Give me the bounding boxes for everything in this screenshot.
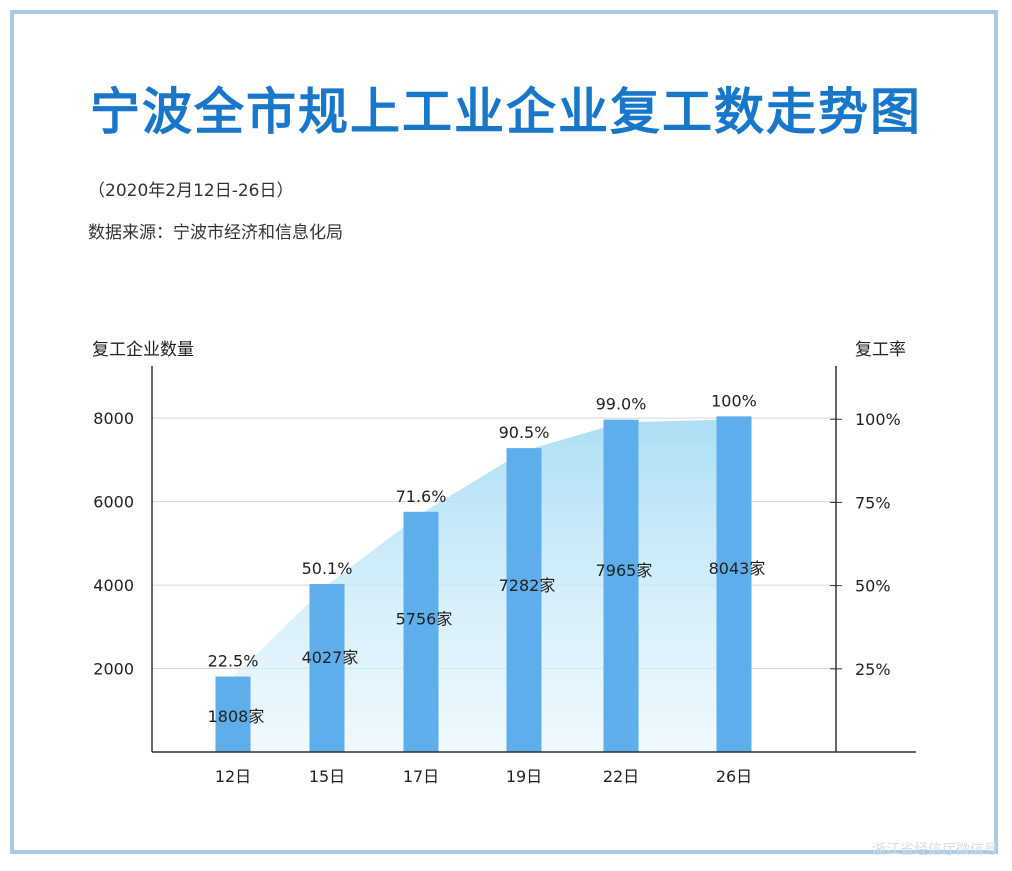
x-tick-label: 22日 xyxy=(603,767,639,786)
bar-22日 xyxy=(603,419,639,752)
bar-15日 xyxy=(309,583,345,752)
rate-label: 100% xyxy=(711,391,757,410)
bar-17日 xyxy=(403,511,439,752)
rate-label: 50.1% xyxy=(302,559,353,578)
rate-label: 71.6% xyxy=(396,487,447,506)
right-tick-label: 100% xyxy=(855,410,901,429)
x-tick-label: 15日 xyxy=(309,767,345,786)
left-axis-title: 复工企业数量 xyxy=(92,340,194,360)
right-tick-label: 25% xyxy=(855,660,891,679)
count-label: 5756家 xyxy=(396,610,453,629)
right-axis-title: 复工率 xyxy=(855,340,906,360)
completion-rate-area xyxy=(233,419,734,752)
rate-label: 99.0% xyxy=(596,395,647,414)
right-tick-label: 75% xyxy=(855,493,891,512)
left-tick-label: 8000 xyxy=(93,409,134,428)
watermark: 浙江省经信厅微信号 xyxy=(872,842,998,858)
count-label: 7282家 xyxy=(499,576,556,595)
date-range: （2020年2月12日-26日） xyxy=(88,181,294,201)
data-source: 数据来源：宁波市经济和信息化局 xyxy=(88,223,343,243)
left-tick-label: 2000 xyxy=(93,660,134,679)
bar-19日 xyxy=(506,448,542,752)
bar-26日 xyxy=(716,416,752,752)
right-tick-label: 50% xyxy=(855,577,891,596)
rate-label: 22.5% xyxy=(208,652,259,671)
x-tick-label: 26日 xyxy=(716,767,752,786)
count-label: 7965家 xyxy=(596,561,653,580)
rate-label: 90.5% xyxy=(499,423,550,442)
chart-frame xyxy=(10,10,998,854)
x-tick-label: 19日 xyxy=(506,767,542,786)
count-label: 4027家 xyxy=(302,648,359,667)
count-label: 8043家 xyxy=(709,559,766,578)
left-tick-label: 6000 xyxy=(93,493,134,512)
x-tick-label: 12日 xyxy=(215,767,251,786)
bar-12日 xyxy=(215,676,251,752)
left-tick-label: 4000 xyxy=(93,576,134,595)
count-label: 1808家 xyxy=(208,707,265,726)
chart-title: 宁波全市规上工业企业复工数走势图 xyxy=(90,83,922,141)
x-tick-label: 17日 xyxy=(403,767,439,786)
